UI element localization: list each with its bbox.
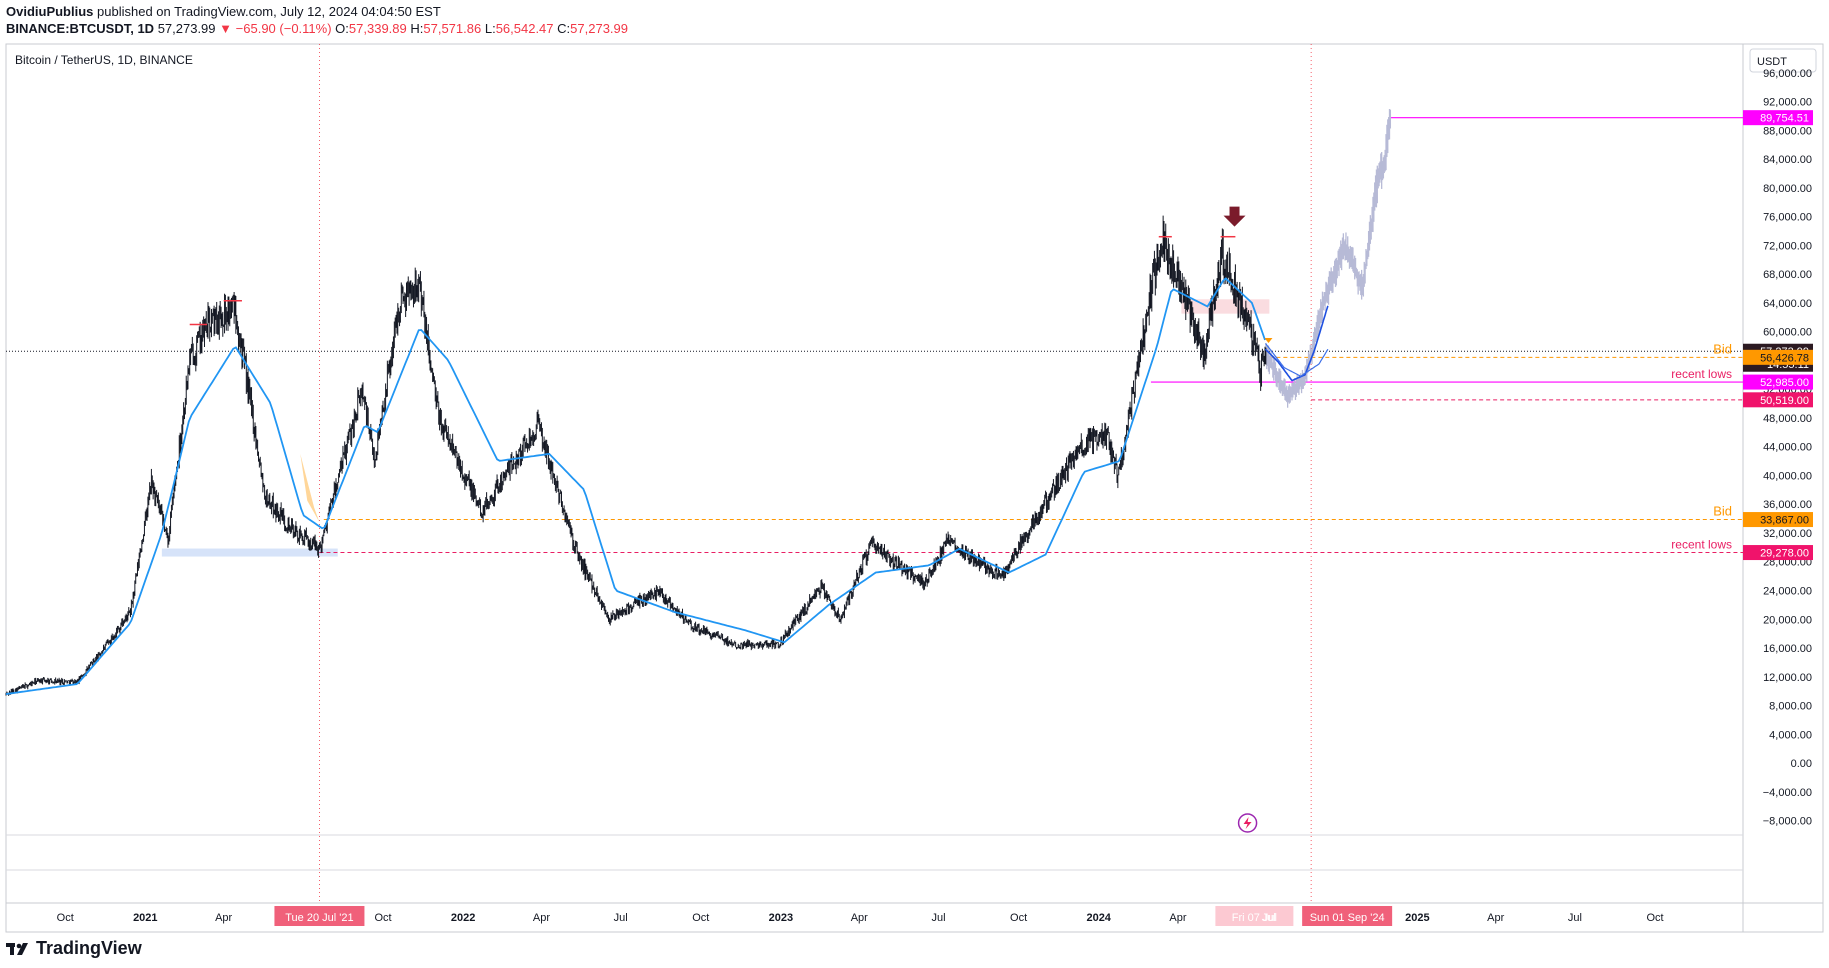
price-badge <box>1743 392 1813 408</box>
level-annotation: Bid <box>1713 504 1732 519</box>
y-tick-label: 12,000.00 <box>1763 672 1812 684</box>
y-tick-label: 8,000.00 <box>1769 701 1812 713</box>
y-tick-label: 60,000.00 <box>1763 327 1812 339</box>
y-tick-label: 48,000.00 <box>1763 413 1812 425</box>
y-tick-label: 64,000.00 <box>1763 298 1812 310</box>
open-label: O: <box>335 21 349 36</box>
level-annotation: Bid <box>1713 341 1732 356</box>
y-tick-label: 32,000.00 <box>1763 528 1812 540</box>
y-tick-label: 16,000.00 <box>1763 643 1812 655</box>
symbol-name[interactable]: BINANCE:BTCUSDT, 1D <box>6 21 155 36</box>
price-badge-label: 50,519.00 <box>1760 395 1809 407</box>
level-annotation: recent lows <box>1671 367 1732 381</box>
x-tick-label: Oct <box>1646 912 1663 924</box>
last-price: 57,273.99 <box>157 21 216 36</box>
resistance-zone <box>1181 299 1270 314</box>
price-badge-label: 33,867.00 <box>1760 515 1809 527</box>
price-badge <box>1743 512 1813 528</box>
price-badge-label: 89,754.51 <box>1760 113 1809 125</box>
price-badge-label: 29,278.00 <box>1760 548 1809 560</box>
author-name[interactable]: OvidiuPublius <box>6 4 94 19</box>
y-tick-label: −8,000.00 <box>1763 816 1812 828</box>
crosshair-date-badge <box>274 906 365 926</box>
x-tick-label: Apr <box>215 912 232 924</box>
support-zone <box>161 548 338 557</box>
x-tick-label: Oct <box>692 912 709 924</box>
crosshair-date-label: Fri 07 Jul <box>1232 912 1277 924</box>
price-badge-label: 52,985.00 <box>1760 377 1809 389</box>
y-tick-label: 84,000.00 <box>1763 154 1812 166</box>
x-tick-label: 2024 <box>1086 912 1111 924</box>
x-tick-label-overlap: Jul <box>1262 912 1276 924</box>
price-badge-label: 56,426.78 <box>1760 352 1809 364</box>
down-arrow-icon <box>1223 206 1246 227</box>
tradingview-logo-icon <box>6 942 28 955</box>
y-tick-label: 96,000.00 <box>1763 68 1812 80</box>
price-badge <box>1743 349 1813 365</box>
close-label: C: <box>557 21 571 36</box>
lightning-icon <box>1237 813 1258 833</box>
x-tick-label: Apr <box>851 912 868 924</box>
moving-average-line <box>5 277 1266 695</box>
price-badge <box>1743 110 1813 126</box>
high-value: 57,571.86 <box>423 21 482 36</box>
crosshair-date-badge <box>1302 906 1393 926</box>
lightning-bolt-icon <box>1243 817 1252 829</box>
tradingview-logo[interactable]: TradingView <box>6 938 142 959</box>
x-tick-label: Jul <box>1568 912 1582 924</box>
low-label: L: <box>484 21 496 36</box>
y-tick-label: 40,000.00 <box>1763 470 1812 482</box>
currency-button-box[interactable] <box>1749 48 1817 73</box>
level-annotation: recent lows <box>1671 538 1732 552</box>
x-tick-label: 2023 <box>769 912 793 924</box>
chart-frame <box>5 43 1824 933</box>
x-tick-label: Oct <box>374 912 391 924</box>
price-badge <box>1743 545 1813 561</box>
price-change: −65.90 (−0.11%) <box>235 21 332 36</box>
y-tick-label: 4,000.00 <box>1769 729 1812 741</box>
orange-marker-icon <box>1264 337 1273 343</box>
y-tick-label: 88,000.00 <box>1763 125 1812 137</box>
x-tick-label: Apr <box>1169 912 1186 924</box>
y-tick-label: 68,000.00 <box>1763 269 1812 281</box>
y-tick-label: 80,000.00 <box>1763 183 1812 195</box>
crosshair-date-label: Tue 20 Jul '21 <box>285 912 353 924</box>
y-tick-label: 0.00 <box>1791 758 1812 770</box>
y-tick-label: −4,000.00 <box>1763 787 1812 799</box>
x-tick-label: Apr <box>533 912 550 924</box>
publish-date: published on TradingView.com, July 12, 2… <box>97 4 441 19</box>
y-tick-label: 20,000.00 <box>1763 614 1812 626</box>
y-tick-label: 24,000.00 <box>1763 586 1812 598</box>
price-badge <box>1743 374 1813 390</box>
x-tick-label: Jul <box>931 912 945 924</box>
low-value: 56,542.47 <box>495 21 554 36</box>
y-tick-label: 72,000.00 <box>1763 240 1812 252</box>
y-tick-label: 76,000.00 <box>1763 212 1812 224</box>
y-tick-label: 92,000.00 <box>1763 97 1812 109</box>
y-tick-label: 36,000.00 <box>1763 499 1812 511</box>
ma-projection-curve <box>1265 343 1329 377</box>
x-tick-label: 2021 <box>133 912 157 924</box>
close-value: 57,273.99 <box>570 21 628 36</box>
crosshair-date-badge <box>1215 906 1294 926</box>
x-tick-label: Oct <box>1010 912 1027 924</box>
chart-title: Bitcoin / TetherUS, 1D, BINANCE <box>15 53 193 67</box>
crosshair-date-label: Sun 01 Sep '24 <box>1310 912 1385 924</box>
x-tick-label: 2022 <box>451 912 475 924</box>
x-tick-label: Oct <box>57 912 74 924</box>
currency-button[interactable]: USDT <box>1757 56 1787 68</box>
change-down-icon: ▼ <box>219 21 233 36</box>
x-tick-label: Jul <box>614 912 628 924</box>
ohlc-bar: BINANCE:BTCUSDT, 1D 57,273.99 ▼ −65.90 (… <box>6 21 628 36</box>
open-value: 57,339.89 <box>348 21 407 36</box>
x-tick-label: Apr <box>1487 912 1504 924</box>
high-label: H: <box>410 21 424 36</box>
x-tick-label: 2025 <box>1405 912 1429 924</box>
footer-brand: TradingView <box>36 938 142 958</box>
publish-info: OvidiuPublius published on TradingView.c… <box>6 4 441 19</box>
projection-curve <box>1265 305 1329 382</box>
y-tick-label: 44,000.00 <box>1763 442 1812 454</box>
